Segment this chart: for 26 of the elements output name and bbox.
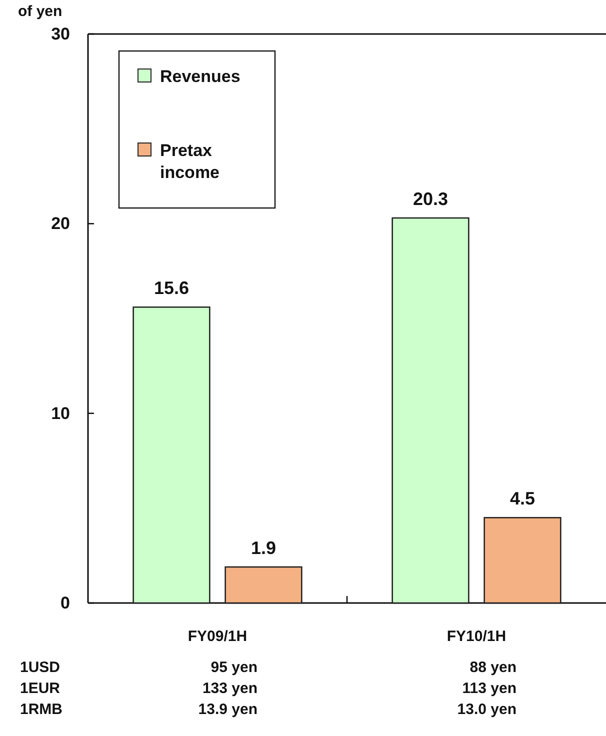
text: 1RMB (20, 701, 63, 718)
text: 95 yen (210, 659, 258, 676)
text: 13.9 yen (198, 701, 258, 718)
legend-label: Revenues (160, 66, 240, 86)
legend-label: Pretax income (160, 140, 220, 182)
bar (224, 566, 302, 604)
bar (392, 217, 470, 604)
bar (132, 306, 210, 604)
text: 13.0 yen (457, 701, 516, 718)
data-label: 20.3 (412, 188, 448, 209)
data-label: 15.6 (154, 278, 190, 298)
y-tick-label: 30 (51, 24, 70, 44)
x-tick-label: FY09/1H (188, 628, 248, 645)
x-tick-label: FY10/1H (446, 628, 506, 645)
data-label: 1.9 (250, 538, 276, 558)
text: 113 yen (462, 680, 516, 697)
bar (484, 517, 562, 604)
data-label: 4.5 (510, 488, 536, 509)
y-tick-label: 0 (60, 594, 70, 612)
y-tick-label: 10 (51, 404, 70, 423)
text: 1USD (20, 659, 60, 676)
text: 133 yen (202, 680, 258, 697)
y-axis-title: of yen (18, 3, 62, 20)
text: 1EUR (20, 680, 60, 697)
text: 88 yen (470, 659, 516, 676)
y-tick-label: 20 (51, 214, 70, 234)
